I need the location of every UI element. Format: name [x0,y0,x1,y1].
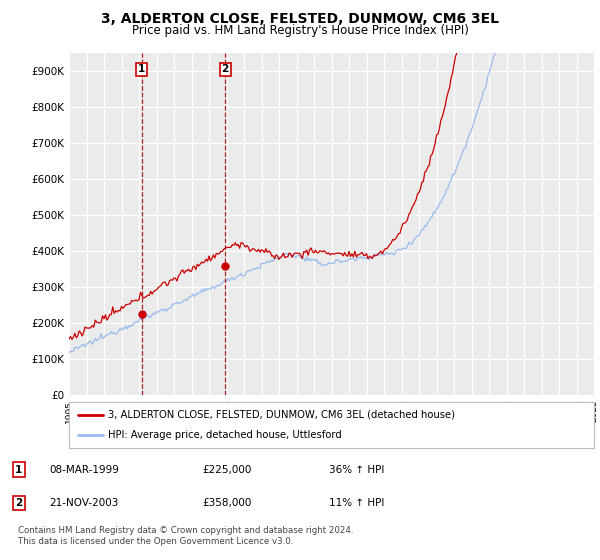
Text: 36% ↑ HPI: 36% ↑ HPI [329,464,384,474]
Text: £225,000: £225,000 [202,464,251,474]
Text: 3, ALDERTON CLOSE, FELSTED, DUNMOW, CM6 3EL (detached house): 3, ALDERTON CLOSE, FELSTED, DUNMOW, CM6 … [109,410,455,420]
Text: £358,000: £358,000 [202,498,251,508]
Text: 1: 1 [15,464,23,474]
Text: 2: 2 [15,498,23,508]
Text: Price paid vs. HM Land Registry's House Price Index (HPI): Price paid vs. HM Land Registry's House … [131,24,469,36]
Text: Contains HM Land Registry data © Crown copyright and database right 2024.
This d: Contains HM Land Registry data © Crown c… [18,526,353,546]
Text: 21-NOV-2003: 21-NOV-2003 [49,498,119,508]
Text: 1: 1 [138,64,146,74]
Text: 08-MAR-1999: 08-MAR-1999 [49,464,119,474]
Text: 2: 2 [221,64,229,74]
Text: HPI: Average price, detached house, Uttlesford: HPI: Average price, detached house, Uttl… [109,430,342,440]
Text: 3, ALDERTON CLOSE, FELSTED, DUNMOW, CM6 3EL: 3, ALDERTON CLOSE, FELSTED, DUNMOW, CM6 … [101,12,499,26]
Text: 11% ↑ HPI: 11% ↑ HPI [329,498,384,508]
